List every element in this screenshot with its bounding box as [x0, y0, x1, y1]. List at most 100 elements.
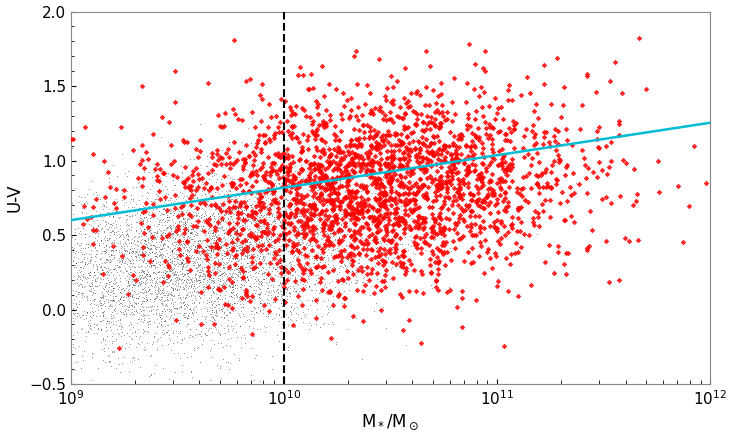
Point	[243, 212, 254, 219]
Point	[334, 182, 345, 189]
Point	[237, 271, 248, 278]
Point	[463, 167, 474, 174]
Point	[350, 272, 362, 279]
Point	[126, 301, 138, 308]
Point	[386, 115, 397, 122]
Point	[354, 214, 366, 221]
Point	[142, 283, 154, 290]
Point	[235, 198, 247, 205]
Point	[114, 332, 126, 339]
Point	[255, 237, 267, 244]
Point	[380, 197, 392, 204]
Point	[245, 201, 257, 208]
Point	[246, 214, 258, 221]
Point	[470, 232, 482, 239]
Point	[145, 303, 157, 310]
Point	[257, 254, 269, 261]
Point	[188, 312, 199, 319]
Point	[306, 294, 318, 301]
Point	[100, 271, 111, 278]
Point	[134, 276, 146, 283]
Point	[154, 231, 166, 238]
Point	[320, 205, 332, 212]
Point	[69, 201, 81, 208]
Point	[110, 317, 122, 324]
Point	[185, 284, 197, 291]
Point	[289, 163, 301, 170]
Point	[108, 254, 119, 261]
Point	[194, 242, 205, 249]
Point	[179, 260, 191, 267]
Point	[241, 285, 253, 292]
Point	[134, 306, 146, 313]
Point	[265, 273, 276, 280]
Point	[215, 291, 226, 298]
Point	[380, 117, 392, 124]
Point	[136, 311, 147, 318]
Point	[296, 200, 308, 207]
Point	[381, 85, 393, 92]
Point	[308, 212, 320, 219]
Point	[171, 254, 183, 261]
Point	[339, 205, 351, 212]
Point	[256, 266, 268, 273]
Point	[235, 264, 247, 271]
Point	[250, 265, 262, 272]
Point	[136, 182, 148, 189]
Point	[302, 179, 314, 186]
Point	[268, 217, 280, 224]
Point	[202, 242, 213, 249]
Point	[151, 315, 163, 322]
Point	[339, 152, 350, 159]
Point	[174, 329, 186, 336]
Point	[325, 181, 336, 188]
Point	[137, 279, 149, 286]
Point	[205, 254, 217, 261]
Point	[233, 267, 245, 274]
Point	[187, 182, 199, 189]
Point	[141, 319, 152, 326]
Point	[370, 180, 382, 187]
Point	[164, 244, 176, 251]
Point	[226, 177, 238, 184]
Point	[254, 277, 265, 284]
Point	[196, 177, 207, 184]
Point	[435, 230, 447, 237]
Point	[158, 169, 170, 176]
Point	[375, 182, 386, 189]
Point	[361, 241, 373, 248]
Point	[149, 199, 161, 206]
Point	[183, 334, 195, 341]
Point	[177, 311, 189, 318]
Point	[326, 221, 338, 228]
Point	[296, 165, 308, 172]
Point	[150, 296, 161, 303]
Point	[202, 242, 213, 249]
Point	[295, 192, 307, 199]
Point	[75, 281, 86, 288]
Point	[339, 173, 351, 180]
Point	[303, 86, 315, 93]
Point	[141, 148, 152, 155]
Point	[469, 221, 481, 228]
Point	[295, 195, 306, 202]
Point	[310, 240, 322, 247]
Point	[329, 283, 341, 290]
Point	[86, 178, 97, 185]
Point	[530, 101, 542, 108]
Point	[183, 247, 195, 254]
Point	[421, 192, 432, 199]
Point	[462, 179, 474, 186]
Point	[462, 152, 474, 159]
Point	[177, 275, 188, 282]
Point	[298, 276, 310, 283]
Point	[495, 186, 507, 193]
Point	[108, 265, 119, 272]
Point	[298, 226, 310, 233]
Point	[179, 139, 191, 146]
Point	[206, 235, 218, 242]
Point	[276, 327, 287, 334]
Point	[163, 326, 174, 333]
Point	[284, 227, 295, 234]
Point	[169, 226, 180, 233]
